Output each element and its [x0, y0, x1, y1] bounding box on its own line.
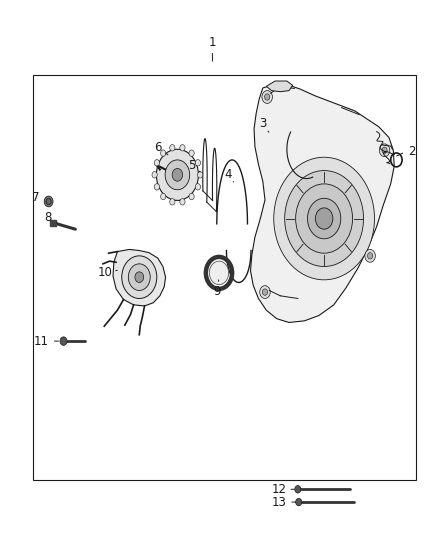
Circle shape	[165, 160, 190, 190]
Text: 11: 11	[34, 335, 49, 348]
Text: 3: 3	[259, 117, 266, 130]
Text: 12: 12	[272, 483, 287, 496]
Circle shape	[156, 149, 198, 200]
Circle shape	[295, 486, 301, 493]
Circle shape	[260, 286, 270, 298]
Circle shape	[382, 147, 387, 154]
Text: 1: 1	[208, 36, 216, 49]
Text: 4: 4	[224, 168, 232, 181]
Circle shape	[315, 208, 333, 229]
Circle shape	[198, 172, 203, 178]
Text: 6: 6	[154, 141, 162, 154]
Bar	[33, 75, 416, 480]
Circle shape	[265, 94, 270, 100]
Text: 9: 9	[213, 285, 221, 298]
Circle shape	[365, 249, 375, 262]
Circle shape	[170, 199, 175, 205]
Circle shape	[161, 193, 166, 200]
Circle shape	[128, 264, 150, 290]
Circle shape	[307, 198, 341, 239]
Circle shape	[262, 91, 272, 103]
Circle shape	[180, 199, 185, 205]
Circle shape	[180, 144, 185, 151]
Circle shape	[296, 498, 302, 506]
Circle shape	[296, 184, 353, 253]
Circle shape	[161, 150, 166, 156]
Circle shape	[172, 168, 183, 181]
Text: 5: 5	[188, 159, 195, 172]
Circle shape	[367, 253, 373, 259]
Circle shape	[262, 289, 268, 295]
Circle shape	[189, 150, 194, 156]
Circle shape	[274, 157, 374, 280]
Circle shape	[285, 171, 364, 266]
Circle shape	[154, 159, 159, 166]
Text: 13: 13	[272, 496, 287, 508]
Text: 10: 10	[98, 266, 113, 279]
Text: 7: 7	[32, 191, 40, 204]
Circle shape	[44, 196, 53, 207]
Text: 2: 2	[408, 146, 416, 158]
Circle shape	[46, 198, 51, 205]
Circle shape	[135, 272, 144, 282]
Circle shape	[379, 144, 390, 157]
Circle shape	[209, 261, 229, 285]
Circle shape	[152, 172, 157, 178]
Polygon shape	[251, 84, 394, 322]
Circle shape	[60, 337, 67, 345]
Text: 8: 8	[45, 211, 52, 224]
Circle shape	[154, 184, 159, 190]
Circle shape	[195, 184, 201, 190]
Polygon shape	[113, 249, 166, 306]
Polygon shape	[266, 81, 293, 92]
Circle shape	[122, 256, 157, 298]
Circle shape	[195, 159, 201, 166]
Circle shape	[189, 193, 194, 200]
Circle shape	[170, 144, 175, 151]
